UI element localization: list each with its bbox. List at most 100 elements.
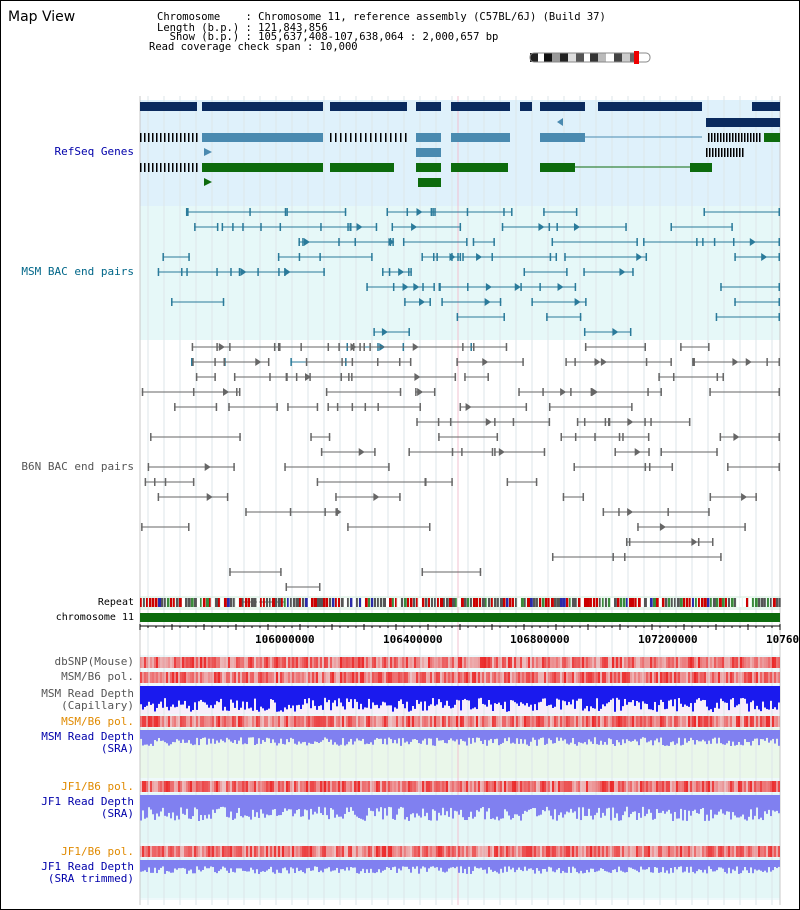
msm-b6-pol-heat	[582, 672, 584, 683]
b6n-bac-pair-end	[670, 358, 672, 366]
msm-depth-capillary-bar	[724, 686, 726, 703]
msm-depth-capillary-bar	[570, 686, 572, 705]
jf1-b6-pol-heat-2	[696, 846, 698, 857]
msm-depth-capillary-bar	[336, 686, 338, 707]
jf1-depth-sra-bar	[536, 795, 538, 817]
msm-b6-pol-heat-2	[476, 716, 478, 727]
msm-b6-pol-heat	[638, 672, 640, 683]
exon-mark	[739, 148, 741, 157]
jf1-depth-sra-bar	[244, 795, 246, 816]
msm-b6-pol-heat	[498, 672, 500, 683]
jf1-b6-pol-heat	[542, 781, 544, 792]
jf1-b6-pol-heat-2	[724, 846, 726, 857]
repeat-mark	[740, 598, 742, 607]
track-label-b6n-bac[interactable]: B6N BAC end pairs	[21, 460, 134, 473]
dbsnp-heat	[540, 657, 542, 668]
track-label-msm-bac[interactable]: MSM BAC end pairs	[21, 265, 134, 278]
track-label-dbsnp[interactable]: dbSNP(Mouse)	[54, 655, 134, 668]
jf1-depth-sra-bar	[456, 795, 458, 812]
msm-depth-sra-bar	[160, 730, 162, 741]
msm-b6-pol-heat-2	[234, 716, 236, 727]
repeat-mark	[566, 598, 569, 607]
msm-depth-sra-bar	[450, 730, 452, 739]
jf1-depth-sra-bar	[310, 795, 312, 809]
jf1-b6-pol-heat-2	[558, 846, 560, 857]
track-label-refseq[interactable]: RefSeq Genes	[54, 145, 134, 158]
track-label-jf1-b6-pol-2[interactable]: JF1/B6 pol.	[61, 845, 134, 858]
exon-mark	[727, 148, 729, 157]
msm-b6-pol-heat	[358, 672, 360, 683]
msm-bac-pair-end	[191, 358, 193, 366]
jf1-b6-pol-heat-2	[144, 846, 146, 857]
msm-depth-capillary-bar	[290, 686, 292, 709]
jf1-depth-trimmed-bar	[582, 860, 584, 874]
msm-depth-capillary-bar	[518, 686, 520, 706]
dbsnp-heat	[414, 657, 416, 668]
jf1-b6-pol-heat	[766, 781, 768, 792]
msm-b6-pol-heat	[348, 672, 350, 683]
track-label-jf1-b6-pol[interactable]: JF1/B6 pol.	[61, 780, 134, 793]
jf1-b6-pol-heat-2	[372, 846, 374, 857]
track-label-msm-depth-sra[interactable]: MSM Read Depth	[41, 730, 134, 743]
track-label-jf1-depth-sra[interactable]: JF1 Read Depth	[41, 795, 134, 808]
repeat-mark	[164, 598, 166, 607]
jf1-depth-trimmed-bar	[458, 860, 460, 873]
jf1-depth-trimmed-bar	[728, 860, 730, 868]
jf1-depth-trimmed-bar	[340, 860, 342, 870]
repeat-mark	[593, 598, 596, 607]
msm-depth-capillary-bar	[314, 686, 316, 706]
msm-b6-pol-heat	[650, 672, 652, 683]
jf1-depth-trimmed-bar	[154, 860, 156, 868]
b6n-bac-pair-end	[494, 418, 496, 426]
msm-depth-capillary-bar	[322, 686, 324, 710]
jf1-depth-sra-bar	[680, 795, 682, 809]
msm-b6-pol-heat	[404, 672, 406, 683]
track-label-msm-depth-capillary[interactable]: MSM Read Depth	[41, 687, 134, 700]
msm-b6-pol-heat-2	[266, 716, 268, 727]
jf1-depth-sra-bar	[576, 795, 578, 819]
jf1-depth-sra-bar	[602, 795, 604, 813]
msm-b6-pol-heat	[374, 672, 376, 683]
msm-depth-capillary-bar	[538, 686, 540, 703]
exon-mark	[164, 163, 166, 172]
msm-bac-pair-end	[645, 253, 648, 261]
jf1-b6-pol-heat	[396, 781, 398, 792]
jf1-depth-sra-bar	[528, 795, 530, 810]
exon-mark	[726, 133, 728, 142]
track-label-jf1-depth-trimmed[interactable]: JF1 Read Depth	[41, 860, 134, 873]
jf1-b6-pol-heat-2	[632, 846, 634, 857]
msm-b6-pol-heat	[748, 672, 750, 683]
msm-b6-pol-heat-2	[270, 716, 272, 727]
dbsnp-heat	[322, 657, 324, 668]
dbsnp-heat	[534, 657, 536, 668]
msm-depth-sra-bar	[732, 730, 734, 742]
jf1-b6-pol-heat-2	[318, 846, 320, 857]
msm-b6-pol-heat-2	[314, 716, 316, 727]
jf1-depth-sra-bar	[652, 795, 654, 820]
msm-b6-pol-heat	[704, 672, 706, 683]
jf1-b6-pol-heat-2	[474, 846, 476, 857]
msm-b6-pol-heat	[146, 672, 148, 683]
jf1-b6-pol-heat	[440, 781, 442, 792]
repeat-mark	[215, 598, 218, 607]
dbsnp-heat	[226, 657, 228, 668]
jf1-depth-sra-bar	[220, 795, 222, 807]
jf1-b6-pol-heat-2	[516, 846, 518, 857]
msm-b6-pol-heat	[630, 672, 632, 683]
jf1-b6-pol-heat-2	[320, 846, 322, 857]
msm-b6-pol-heat	[504, 672, 506, 683]
dbsnp-heat	[638, 657, 640, 668]
jf1-b6-pol-heat	[718, 781, 720, 792]
track-label-msm-b6-pol-2[interactable]: MSM/B6 pol.	[61, 715, 134, 728]
jf1-depth-trimmed-bar	[562, 860, 564, 871]
msm-b6-pol-heat-2	[368, 716, 370, 727]
exon-mark	[192, 133, 194, 142]
msm-depth-capillary-bar	[606, 686, 608, 704]
track-label-msm-b6-pol[interactable]: MSM/B6 pol.	[61, 670, 134, 683]
jf1-b6-pol-heat	[374, 781, 376, 792]
jf1-depth-sra-bar	[768, 795, 770, 810]
b6n-bac-pair-end	[229, 568, 231, 576]
msm-bac-pair-end	[632, 268, 634, 276]
msm-b6-pol-heat-2	[308, 716, 310, 727]
